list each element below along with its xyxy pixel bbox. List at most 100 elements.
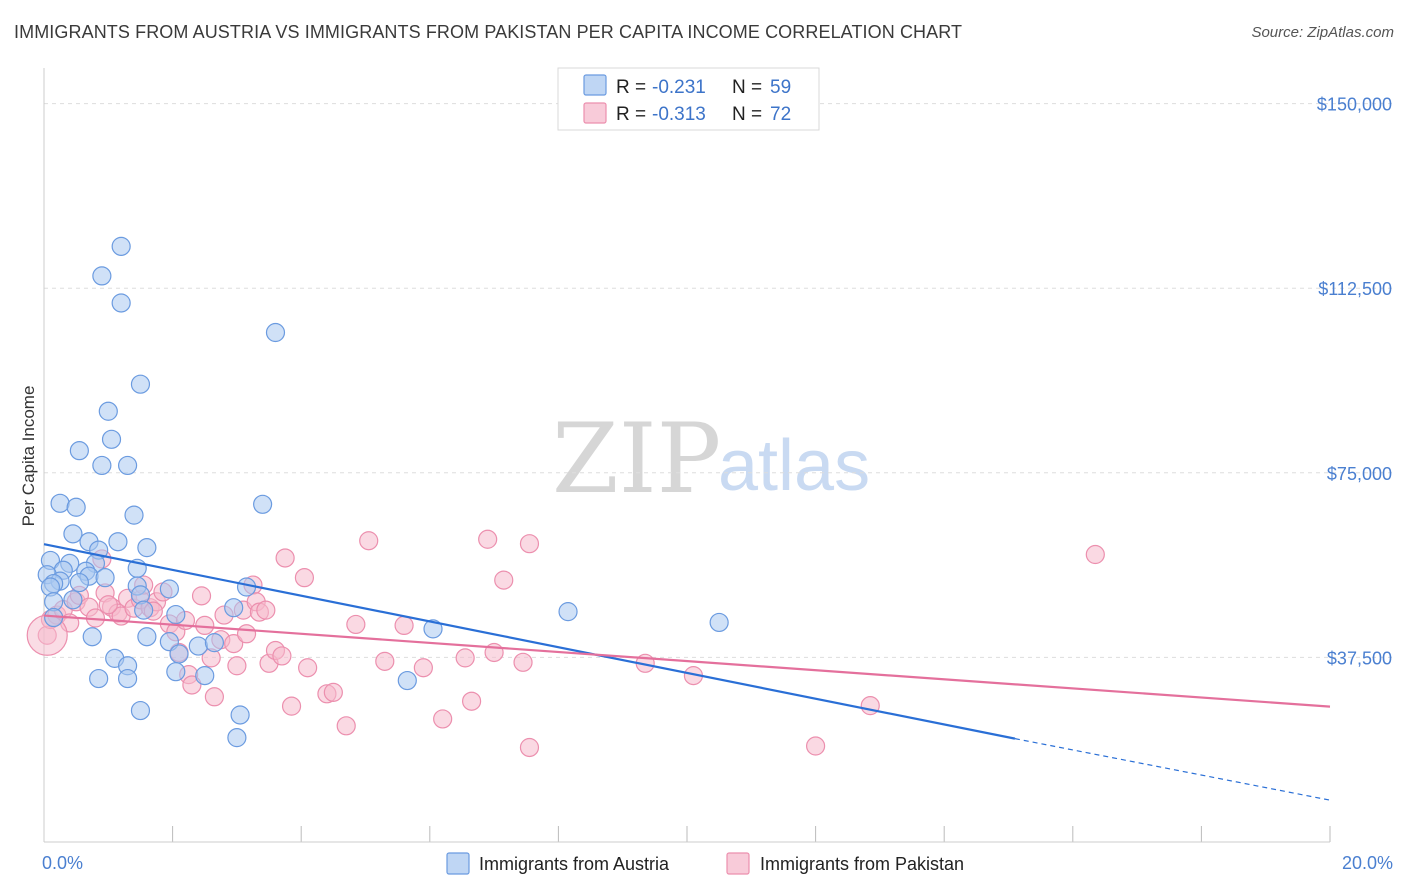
austria-point [69,441,89,461]
austria-point [130,700,151,721]
austria-point [124,505,144,525]
austria-point [117,455,138,476]
y-tick-label: $150,000 [1317,95,1392,115]
pakistan-point [281,696,302,716]
austria-point [108,532,128,552]
austria-point [98,401,118,421]
austria-point [188,636,208,656]
y-tick-label: $75,000 [1327,464,1392,484]
austria-point [137,627,157,647]
austria-point [111,293,131,313]
legend-r-value-austria: -0.231 [652,77,706,98]
gridlines [43,103,1392,842]
pakistan-point [336,716,356,736]
austria-point [63,524,83,544]
y-tick-labels: $37,500 $75,000 $112,500 $150,000 [1317,95,1392,669]
pakistan-point [204,687,224,707]
pakistan-point [494,570,514,590]
bottom-legend-swatch-austria [446,852,470,875]
legend-swatch-austria [583,74,607,96]
bottom-legend-label-pakistan: Immigrants from Pakistan [760,854,964,874]
austria-point [397,670,417,691]
legend-r-label: R = [616,104,646,125]
austria-point [89,668,109,689]
austria-point [137,538,157,558]
legend-swatch-pakistan [583,102,607,124]
pakistan-point [298,658,318,678]
top-legend: R = -0.231 N = 59 R = -0.313 N = 72 [557,67,820,131]
austria-point [558,602,578,622]
austria-point [224,598,244,618]
pakistan-point [519,534,540,554]
legend-n-value-pakistan: 72 [770,104,791,125]
austria-point [130,374,151,394]
pakistan-point [272,646,292,666]
austria-point [227,728,247,748]
y-axis-label: Per Capita Income [19,386,38,527]
austria-point [169,644,189,664]
austria-point [204,633,224,653]
austria-point [50,493,70,513]
bottom-legend-label-austria: Immigrants from Austria [479,854,670,874]
austria-point [111,236,131,256]
chart-source: Source: ZipAtlas.com [1251,24,1394,41]
pakistan-point [98,595,118,615]
pakistan-point [413,658,433,678]
trend-line-austria [43,543,1016,740]
bottom-legend-swatch-pakistan [726,852,750,875]
pakistan-point [182,675,202,695]
austria-point [230,705,250,725]
pakistan-point [275,548,295,568]
austria-point [134,600,154,620]
x-tick-label-max: 20.0% [1342,853,1393,873]
series-austria-points [37,236,729,748]
austria-point [82,627,102,647]
chart-title: IMMIGRANTS FROM AUSTRIA VS IMMIGRANTS FR… [14,22,963,42]
austria-point [92,266,112,286]
austria-point [63,590,83,610]
austria-point [166,662,186,682]
pakistan-point [1085,544,1105,565]
pakistan-point [256,600,276,620]
watermark: ZIP atlas [552,403,870,515]
bottom-legend: Immigrants from Austria Immigrants from … [446,852,964,875]
austria-point [159,579,179,599]
pakistan-point [227,656,247,676]
austria-point [101,429,122,449]
watermark-zip: ZIP [552,403,721,515]
trend-line-austria-extrapolated [1014,738,1331,801]
trend-lines [43,543,1331,801]
legend-n-label: N = [732,77,762,98]
pakistan-point [236,624,257,644]
austria-point [95,568,115,588]
axes [43,68,1330,843]
austria-point [92,455,112,476]
austria-point [166,604,186,625]
y-tick-label: $112,500 [1318,279,1392,299]
watermark-atlas: atlas [718,426,870,506]
austria-point [709,612,729,633]
legend-n-label: N = [732,104,762,125]
austria-point [117,668,138,689]
austria-point [66,497,86,517]
y-tick-label: $37,500 [1327,648,1392,668]
pakistan-point [519,737,540,758]
pakistan-point [394,615,414,636]
legend-n-value-austria: 59 [770,77,791,98]
pakistan-point [513,652,533,672]
pakistan-point [346,614,366,635]
pakistan-point [359,531,379,551]
austria-point [195,666,215,686]
pakistan-point [224,634,244,654]
austria-point [69,572,89,593]
pakistan-point [478,529,498,549]
pakistan-point [433,709,453,729]
pakistan-point [323,682,343,702]
series-pakistan-points [26,529,1105,758]
pakistan-point [805,736,826,756]
legend-r-value-pakistan: -0.313 [652,104,706,125]
pakistan-point [294,568,315,588]
legend-r-label: R = [616,77,646,98]
x-tick-label-min: 0.0% [42,853,83,873]
